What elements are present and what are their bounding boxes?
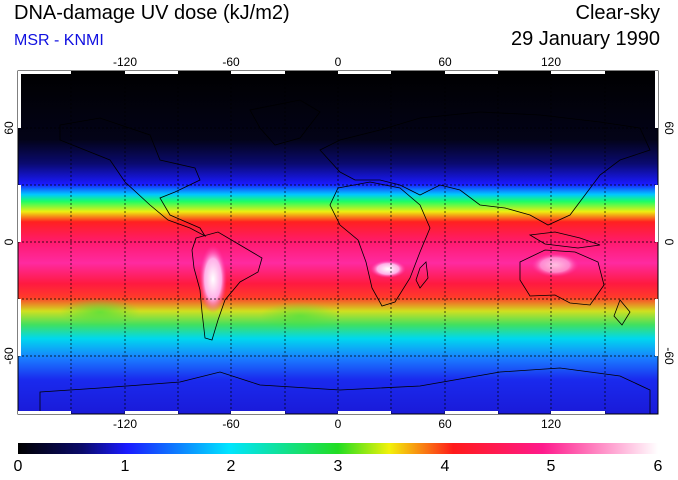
pacific-green-patch: [60, 298, 140, 326]
lon-tick-top-2: -60: [222, 55, 240, 69]
source-label: MSR - KNMI: [14, 32, 104, 49]
lon-tick-top-4: 60: [438, 55, 452, 69]
lon-tick-top-3: 0: [335, 55, 342, 69]
condition-label: Clear-sky: [575, 2, 660, 24]
south-africa-hotspot: [370, 260, 406, 278]
andes-hotspot: [199, 245, 227, 313]
lon-tick-top-5: 120: [541, 55, 561, 69]
lat-tick-right-1: 60: [662, 121, 676, 135]
colorbar-label-0: 0: [13, 458, 23, 475]
graticule: [18, 71, 658, 414]
lat-tick-left-3: -60: [2, 347, 16, 365]
lon-tick-bottom-3: 0: [335, 417, 342, 431]
colorbar-label-6: 6: [653, 458, 663, 475]
lon-tick-bottom-2: -60: [222, 417, 240, 431]
date-label: 29 January 1990: [510, 28, 660, 50]
colorbar-label-3: 3: [333, 458, 343, 475]
lon-tick-top-1: -120: [113, 55, 137, 69]
lon-tick-bottom-4: 60: [438, 417, 452, 431]
colorbar-label-5: 5: [546, 458, 556, 475]
map-frame: [17, 70, 659, 415]
lat-tick-left-1: 60: [2, 121, 16, 135]
australia-hotspot: [531, 253, 579, 277]
lat-tick-right-2: 0: [662, 239, 676, 246]
lat-tick-right-3: -60: [662, 347, 676, 365]
lon-tick-bottom-5: 120: [541, 417, 561, 431]
colorbar-label-2: 2: [226, 458, 236, 475]
lon-tick-bottom-1: -120: [113, 417, 137, 431]
atlantic-green-patch: [260, 302, 340, 330]
title: DNA-damage UV dose (kJ/m2): [14, 2, 290, 24]
uv-dose-map: -120 -60 0 60 120 -120 -60 0 60 120 60 0…: [2, 55, 676, 431]
colorbar-label-1: 1: [120, 458, 130, 475]
colorbar-label-4: 4: [440, 458, 450, 475]
colorbar: [18, 443, 658, 454]
lat-tick-left-2: 0: [2, 238, 16, 245]
